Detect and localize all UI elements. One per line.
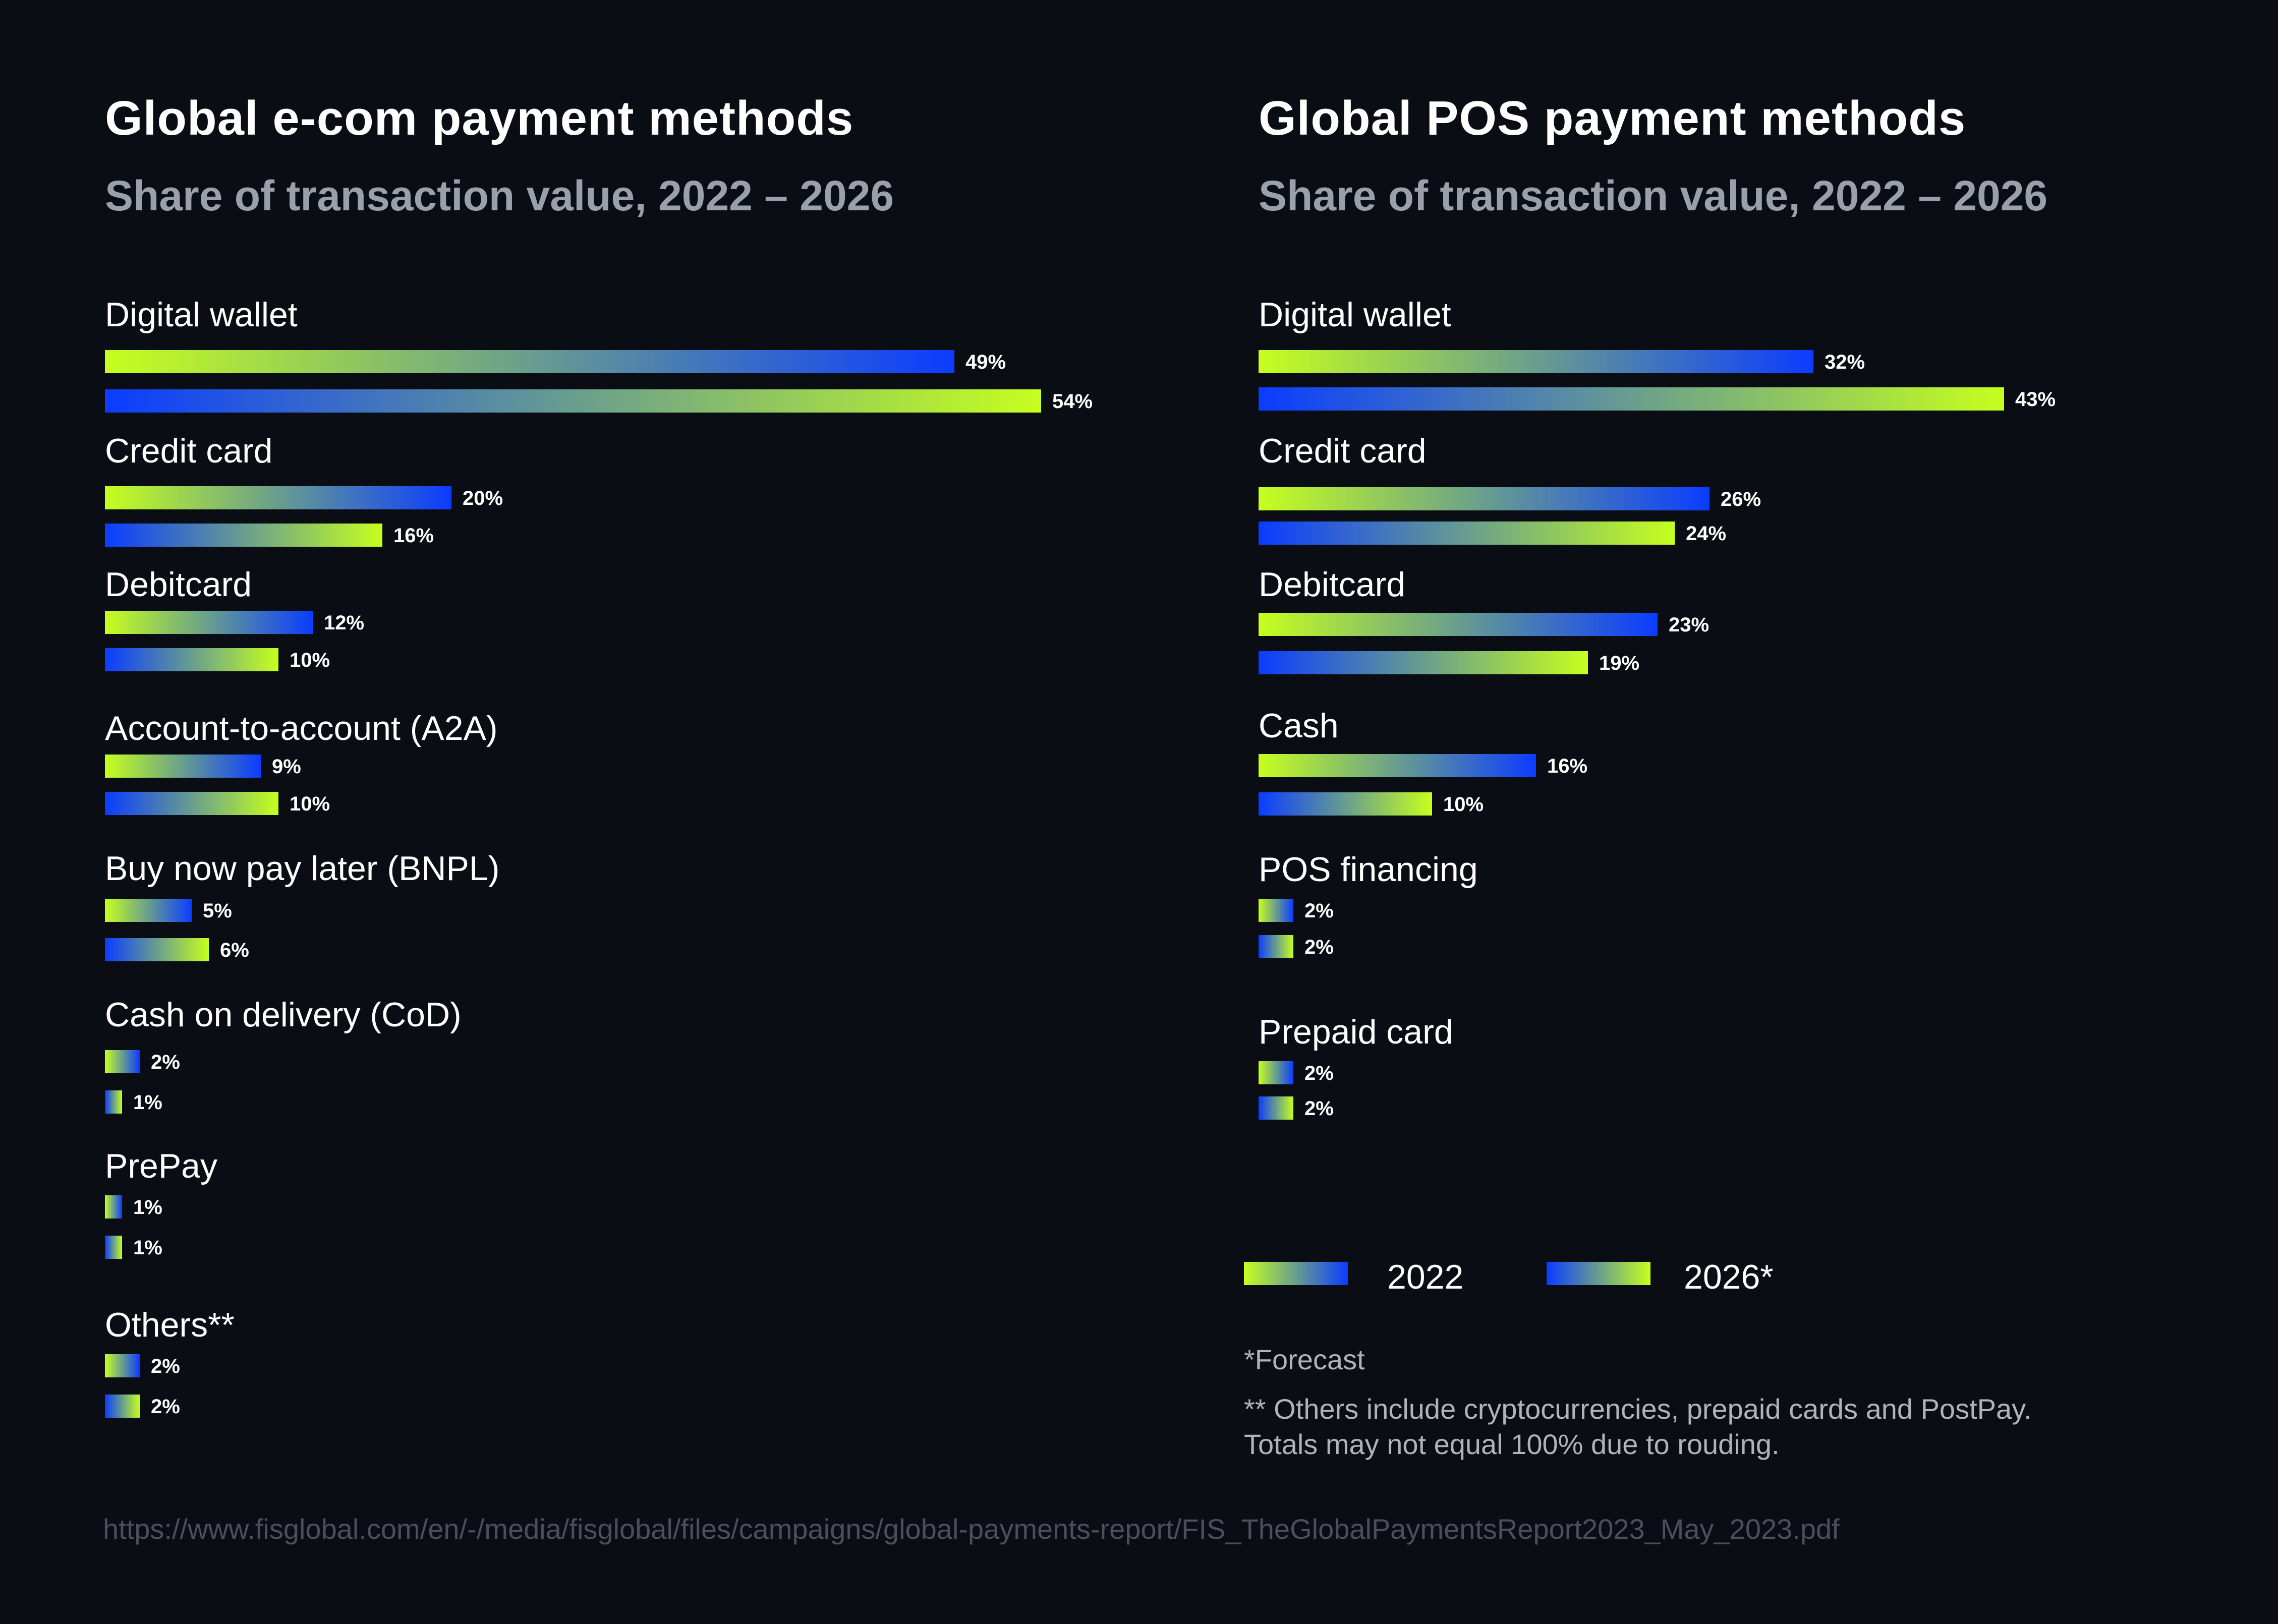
footnote-totals: Totals may not equal 100% due to rouding… [1244,1428,1780,1460]
ecom-bar-prepay-2026 [105,1236,122,1259]
pos-bar-digital-wallet-2022 [1259,350,1813,373]
pos-value-label-pos-financing-2022: 2% [1304,900,1334,922]
pos-value-label-debitcard-2022: 23% [1669,614,1710,636]
pos-category-label-digital-wallet: Digital wallet [1259,296,1451,334]
pos-value-label-prepaid-card-2026: 2% [1304,1097,1334,1120]
ecom-value-label-cash-on-delivery-cod-2026: 1% [133,1091,162,1114]
ecom-value-label-others-2026: 2% [151,1396,180,1418]
chart-legend: 2022 2026* [1244,1260,1849,1294]
ecom-value-label-prepay-2026: 1% [133,1237,162,1259]
pos-category-label-debitcard: Debitcard [1259,565,1406,604]
legend-label-2026: 2026* [1684,1258,1774,1296]
pos-bar-pos-financing-2026 [1259,935,1293,958]
pos-value-label-credit-card-2022: 26% [1721,488,1761,510]
pos-bar-debitcard-2026 [1259,651,1588,674]
ecom-category-label-others: Others** [105,1306,235,1344]
pos-value-label-cash-2022: 16% [1547,755,1588,777]
ecom-chart-title: Global e-com payment methods [105,91,854,145]
ecom-value-label-debitcard-2022: 12% [324,612,365,634]
ecom-value-label-cash-on-delivery-cod-2022: 2% [151,1051,180,1073]
pos-bar-debitcard-2022 [1259,613,1658,636]
ecom-category-label-prepay: PrePay [105,1147,217,1185]
pos-bar-credit-card-2022 [1259,487,1710,510]
ecom-bar-others-2026 [105,1395,140,1418]
ecom-bar-cash-on-delivery-cod-2026 [105,1090,122,1114]
ecom-category-label-buy-now-pay-later-bnpl: Buy now pay later (BNPL) [105,849,500,888]
ecom-category-label-cash-on-delivery-cod: Cash on delivery (CoD) [105,996,462,1034]
ecom-value-label-credit-card-2022: 20% [463,487,503,509]
ecom-bar-cash-on-delivery-cod-2022 [105,1050,140,1073]
footnote-others: ** Others include cryptocurrencies, prep… [1244,1393,2032,1425]
ecom-bar-debitcard-2026 [105,648,278,671]
ecom-category-label-digital-wallet: Digital wallet [105,296,298,334]
ecom-value-label-credit-card-2026: 16% [393,525,434,547]
pos-bar-pos-financing-2022 [1259,899,1293,922]
ecom-bar-others-2022 [105,1354,140,1377]
pos-bar-digital-wallet-2026 [1259,387,2004,411]
legend-swatch-2022 [1244,1262,1348,1285]
ecom-value-label-digital-wallet-2022: 49% [965,351,1006,373]
ecom-value-label-debitcard-2026: 10% [290,649,330,671]
ecom-value-label-prepay-2022: 1% [133,1196,162,1219]
ecom-bar-account-to-account-a2a-2026 [105,792,278,815]
ecom-bar-account-to-account-a2a-2022 [105,755,261,778]
pos-value-label-prepaid-card-2022: 2% [1304,1062,1334,1084]
legend-swatch-2026 [1547,1262,1650,1285]
ecom-value-label-buy-now-pay-later-bnpl-2026: 6% [220,939,249,961]
pos-bar-prepaid-card-2022 [1259,1061,1293,1084]
ecom-category-label-account-to-account-a2a: Account-to-account (A2A) [105,709,498,747]
ecom-value-label-others-2022: 2% [151,1355,180,1377]
pos-category-label-cash: Cash [1259,707,1339,745]
legend-label-2022: 2022 [1387,1258,1464,1296]
ecom-category-label-debitcard: Debitcard [105,565,252,604]
ecom-bar-credit-card-2026 [105,524,382,547]
pos-value-label-debitcard-2026: 19% [1599,652,1640,674]
ecom-category-label-credit-card: Credit card [105,432,273,470]
ecom-chart-subtitle: Share of transaction value, 2022 – 2026 [105,172,894,219]
pos-chart-subtitle: Share of transaction value, 2022 – 2026 [1259,172,2048,219]
pos-chart-title: Global POS payment methods [1259,91,1966,145]
ecom-value-label-account-to-account-a2a-2026: 10% [290,793,330,815]
pos-bar-prepaid-card-2026 [1259,1096,1293,1120]
pos-bar-cash-2026 [1259,792,1432,816]
ecom-bar-digital-wallet-2026 [105,389,1041,413]
pos-value-label-digital-wallet-2022: 32% [1825,351,1865,373]
pos-value-label-pos-financing-2026: 2% [1304,936,1334,958]
pos-value-label-cash-2026: 10% [1443,793,1484,816]
ecom-value-label-digital-wallet-2026: 54% [1052,390,1093,413]
pos-bar-cash-2022 [1259,754,1536,777]
ecom-bar-debitcard-2022 [105,611,313,634]
ecom-bar-prepay-2022 [105,1195,122,1219]
pos-category-label-prepaid-card: Prepaid card [1259,1013,1453,1051]
source-url: https://www.fisglobal.com/en/-/media/fis… [103,1513,1840,1545]
pos-value-label-digital-wallet-2026: 43% [2015,388,2056,411]
pos-category-label-pos-financing: POS financing [1259,850,1478,889]
footnote-forecast: *Forecast [1244,1344,1365,1375]
ecom-bar-digital-wallet-2022 [105,350,954,373]
pos-value-label-credit-card-2026: 24% [1686,523,1727,545]
pos-bar-credit-card-2026 [1259,521,1675,545]
ecom-value-label-account-to-account-a2a-2022: 9% [272,756,301,778]
ecom-bar-buy-now-pay-later-bnpl-2026 [105,938,209,961]
pos-category-label-credit-card: Credit card [1259,432,1427,470]
ecom-bar-credit-card-2022 [105,486,451,509]
ecom-bar-buy-now-pay-later-bnpl-2022 [105,899,192,922]
ecom-value-label-buy-now-pay-later-bnpl-2022: 5% [203,900,232,922]
